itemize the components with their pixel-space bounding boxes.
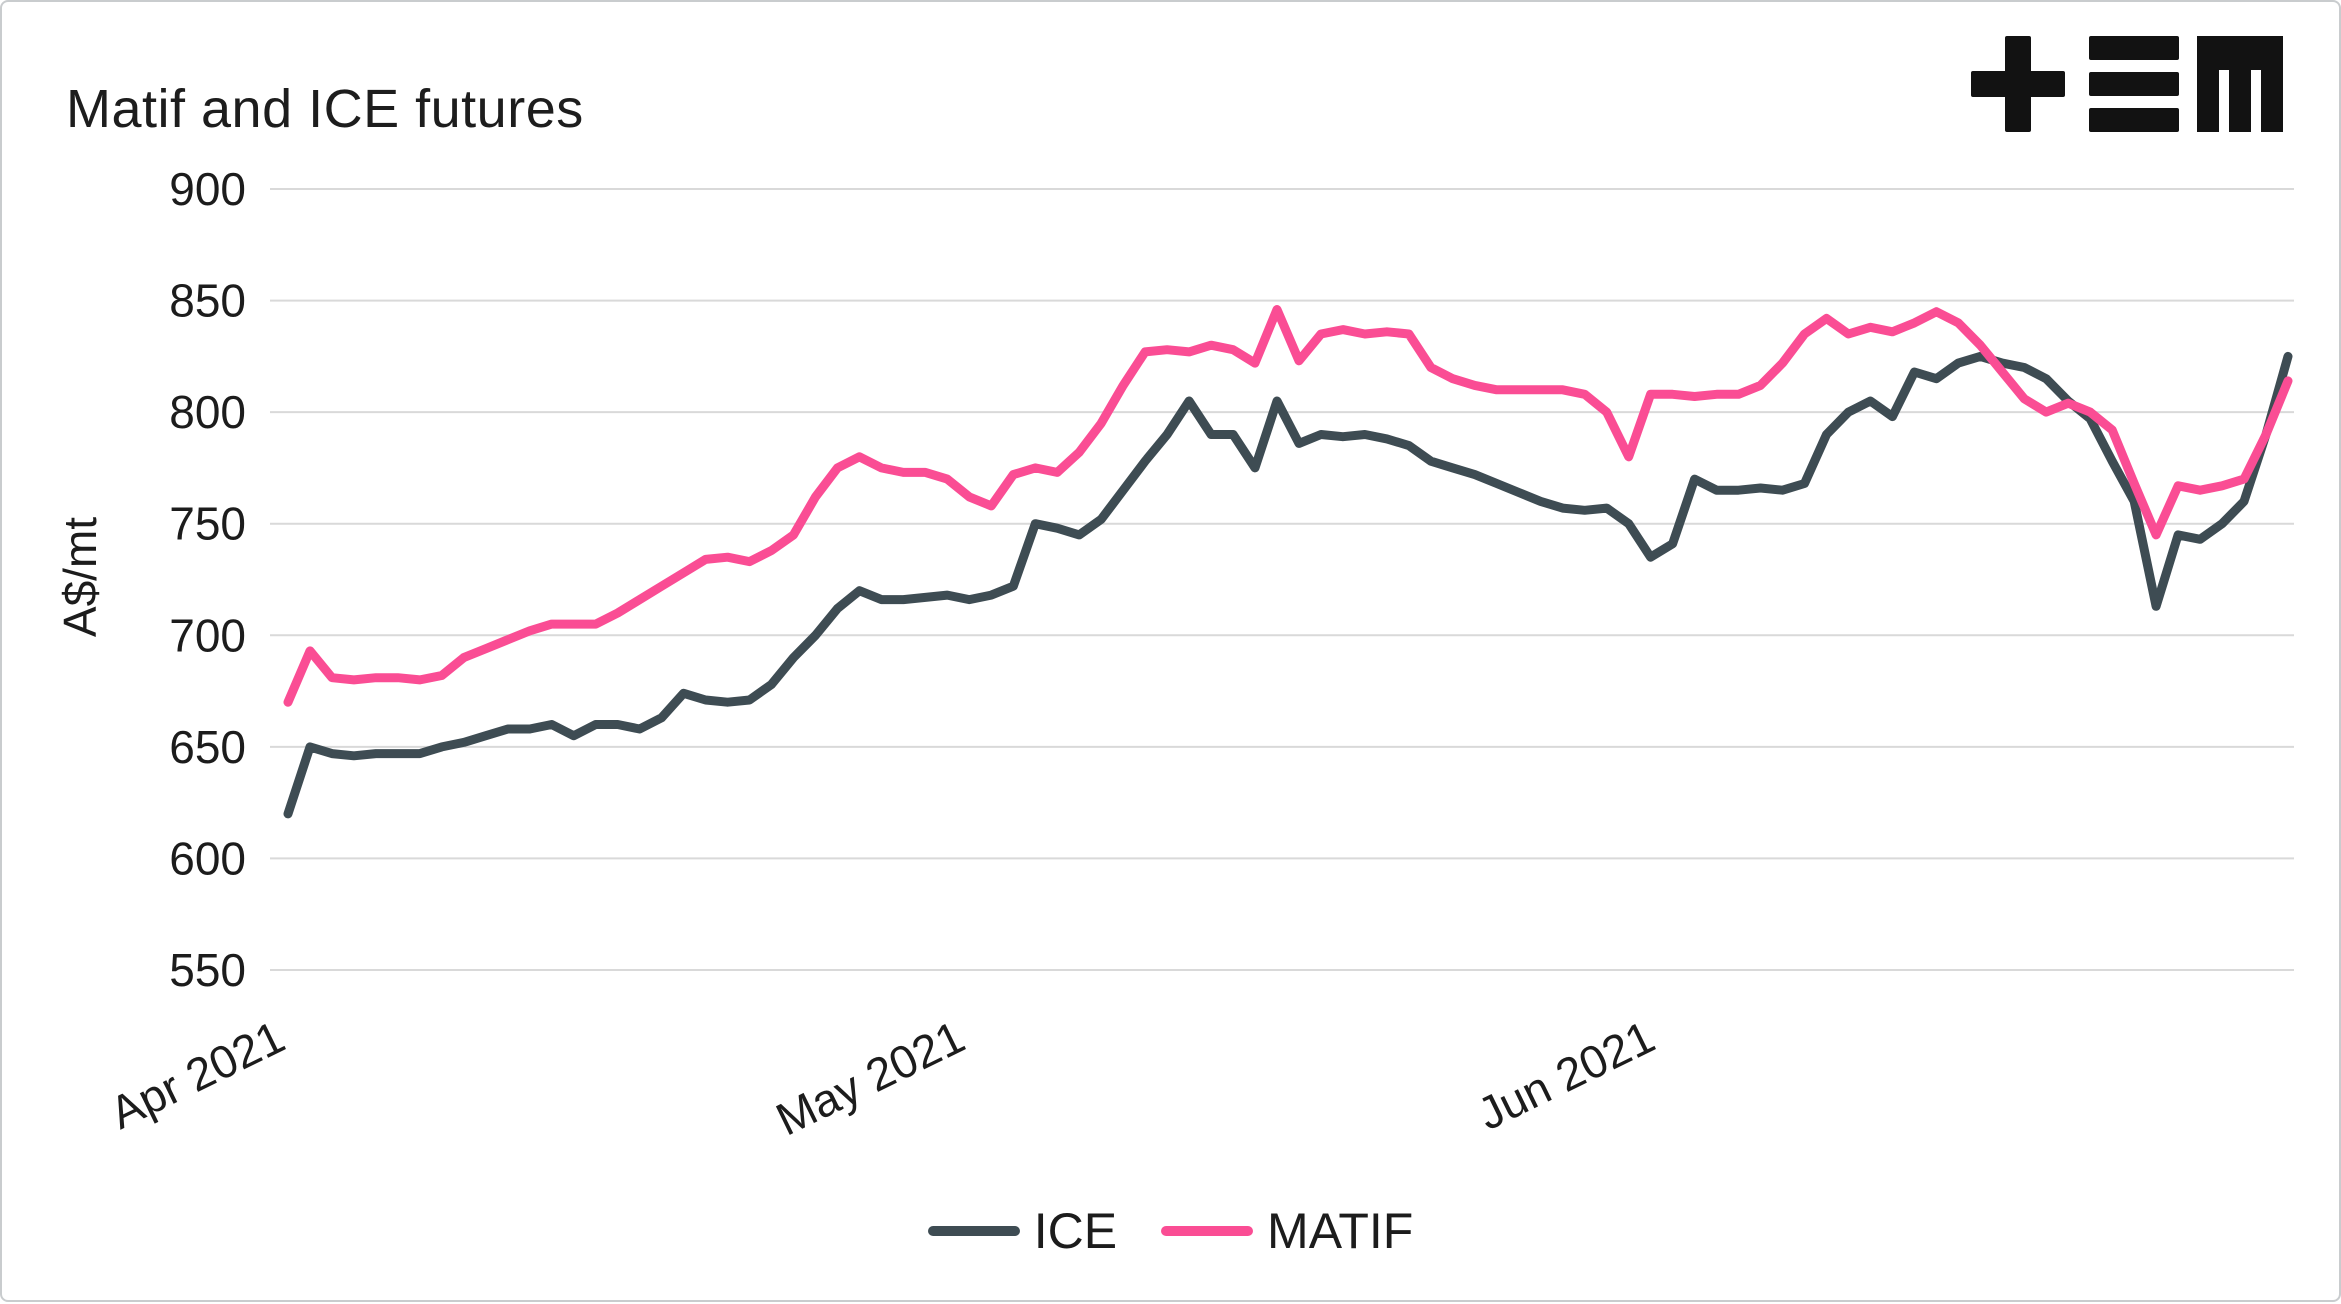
chart-legend: ICE MATIF [2,1202,2339,1260]
y-tick-label: 750 [169,498,246,550]
ice-series-line [283,351,2293,819]
y-tick-label: 800 [169,386,246,438]
tem-logo [1971,36,2283,132]
logo-bar-bottom [2089,108,2179,132]
y-tick-label: 850 [169,275,246,327]
y-tick-label: 900 [169,163,246,215]
legend-item-matif: MATIF [1161,1202,1413,1260]
x-tick-label: Apr 2021 [102,1010,293,1139]
logo-bar-middle [2089,72,2179,96]
y-tick-label: 700 [169,609,246,661]
x-tick-label: May 2021 [768,1010,972,1145]
ice-legend-swatch [927,1226,1020,1236]
logo-plus-horizontal [1971,71,2065,97]
legend-item-ice: ICE [927,1202,1118,1260]
logo-m-glyph [2197,36,2283,132]
logo-bar-top [2089,36,2179,60]
x-tick-label: Jun 2021 [1469,1010,1662,1140]
y-tick-label: 550 [169,944,246,996]
page-title: Matif and ICE futures [66,79,584,140]
y-tick-label: 650 [169,721,246,773]
matif-legend-label: MATIF [1267,1203,1414,1259]
matif-legend-swatch [1161,1226,1254,1236]
ice-legend-label: ICE [1033,1203,1118,1259]
y-tick-label: 600 [169,832,246,884]
matif-series-line [283,305,2293,707]
